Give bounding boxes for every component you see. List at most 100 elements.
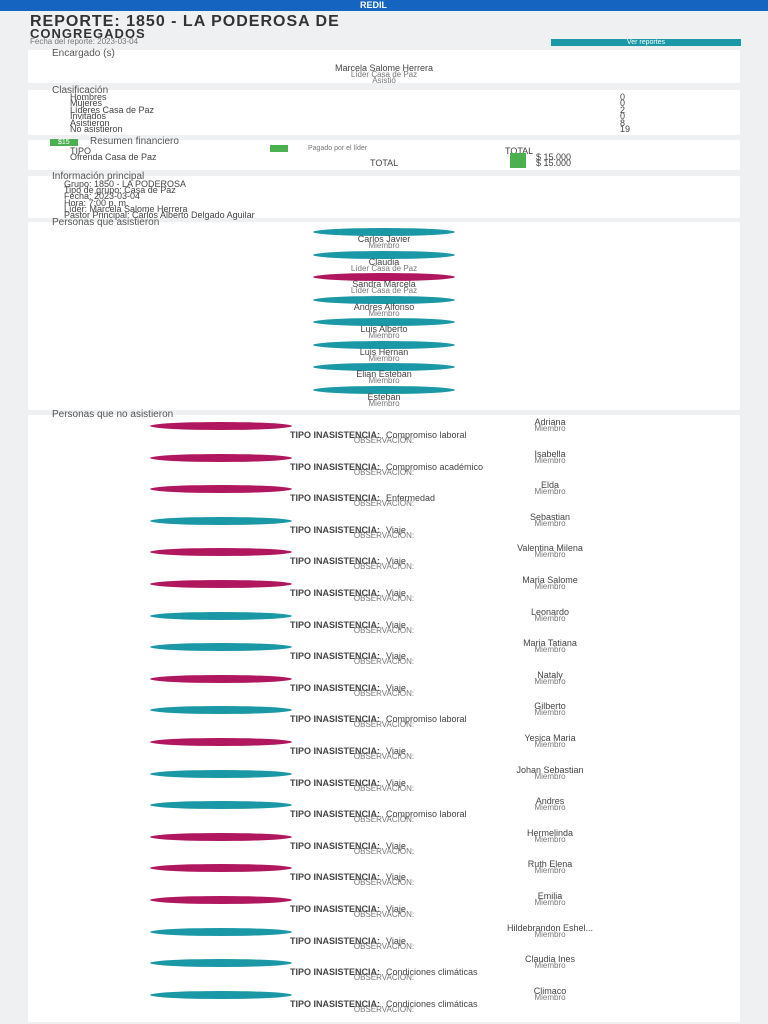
absence-type-label: TIPO INASISTENCIA: — [289, 872, 380, 883]
absence-type: Viaje — [386, 746, 406, 756]
person-name: Maria Tatiana — [523, 638, 577, 649]
observation-label: OBSERVACIÓN: — [353, 499, 415, 509]
person-role: Miembro — [534, 866, 566, 876]
person-role: Miembro — [534, 803, 566, 813]
section-heading: Encargado (s) — [52, 48, 115, 59]
avatar — [150, 674, 292, 683]
person-role: Miembro — [534, 550, 566, 560]
absence-type: Compromiso laboral — [386, 714, 467, 725]
person-name: Sebastian — [529, 511, 571, 522]
observation-label: OBSERVACIÓN: — [353, 657, 415, 667]
class-value: 0 — [620, 111, 626, 122]
person-name: Claudia Ines — [524, 954, 576, 965]
person-name: Valentina Milena — [517, 543, 583, 554]
person-role: Miembro — [368, 308, 400, 318]
person-name: Johan Sebastian — [516, 764, 584, 775]
finance-card — [28, 140, 740, 170]
observation-label: OBSERVACIÓN: — [353, 562, 415, 572]
person-name: Elda — [540, 480, 559, 491]
observation-label: OBSERVACIÓN: — [353, 910, 415, 919]
fin-total-label: TOTAL — [370, 158, 399, 168]
person-role: Miembro — [534, 455, 566, 465]
observation-label: OBSERVACIÓN: — [353, 783, 415, 793]
observation-label: OBSERVACIÓN: — [353, 846, 415, 856]
section-heading: Resumen financiero — [90, 136, 179, 147]
class-value: 0 — [620, 98, 626, 109]
observation-label: OBSERVACIÓN: — [353, 941, 415, 951]
absence-type-label: TIPO INASISTENCIA: — [289, 967, 380, 978]
leader-card — [28, 50, 740, 83]
avatar — [313, 273, 455, 281]
person-name: Sandra Marcela — [352, 279, 416, 289]
info-card — [28, 176, 740, 218]
info-row: Líder: Marcela Salome Herrera — [64, 203, 188, 214]
avatar — [150, 990, 292, 999]
absence-type-label: TIPO INASISTENCIA: — [289, 588, 380, 598]
observation-label: OBSERVACIÓN: — [353, 752, 415, 761]
person-role: Miembro — [534, 992, 566, 1002]
absence-type: Condiciones climáticas — [386, 998, 478, 1009]
person-role: Miembro — [534, 613, 566, 623]
person-name: Leonardo — [530, 606, 570, 617]
observation-label: OBSERVACIÓN: — [353, 815, 415, 825]
person-role: Miembro — [534, 487, 566, 497]
person-role: Miembro — [534, 834, 566, 844]
report-title: CONGREGADOS — [30, 26, 146, 41]
person-name: Esteban — [367, 391, 401, 402]
class-label: Asistieron — [70, 117, 110, 128]
absence-type-label: TIPO INASISTENCIA: — [289, 714, 380, 725]
person-name: Maria Salome — [522, 575, 578, 585]
class-value: 0 — [620, 92, 626, 102]
avatar — [150, 706, 292, 715]
avatar — [313, 250, 455, 259]
section-heading: Información principal — [52, 171, 145, 182]
col-head: TOTAL — [505, 146, 534, 156]
person-role: Miembro — [534, 518, 566, 528]
avatar — [313, 295, 455, 304]
absence-type: Viaje — [386, 588, 406, 598]
observation-label: OBSERVACIÓN: — [353, 688, 415, 698]
paid-badge: Pagado por el líder — [270, 145, 367, 152]
person-name: Hermelinda — [526, 827, 574, 838]
fin-total: $ 15.000 — [510, 159, 571, 168]
absence-type: Compromiso académico — [386, 461, 484, 472]
person-role: Miembro — [534, 771, 566, 781]
avatar — [150, 959, 292, 968]
avatar — [150, 801, 292, 810]
person-role: Miembro — [534, 676, 566, 686]
absence-type-label: TIPO INASISTENCIA: — [289, 777, 380, 788]
absence-type-label: TIPO INASISTENCIA: — [289, 461, 380, 472]
absence-type: Condiciones climáticas — [386, 967, 478, 978]
avatar — [313, 363, 455, 371]
absence-type-label: TIPO INASISTENCIA: — [289, 524, 380, 535]
report-title: REPORTE: 1850 - LA PODEROSA DE — [30, 13, 340, 30]
leader-role: Líder Casa de Paz — [350, 70, 418, 79]
person-role: Miembro — [368, 353, 400, 363]
person-role: Miembro — [368, 241, 400, 250]
avatar — [150, 422, 292, 430]
person-role: Miembro — [534, 961, 566, 971]
reports-button[interactable]: Ver reportes — [551, 39, 741, 46]
avatar — [313, 385, 455, 394]
avatar — [313, 228, 455, 236]
absence-type-label: TIPO INASISTENCIA: — [289, 619, 380, 630]
absence-type-label: TIPO INASISTENCIA: — [289, 840, 380, 851]
section-heading: Personas que asistieron — [52, 217, 160, 228]
person-name: Yesica Maria — [524, 733, 576, 743]
absence-type-label: TIPO INASISTENCIA: — [289, 809, 380, 820]
person-name: Emilia — [537, 891, 563, 901]
absence-type: Viaje — [386, 904, 406, 914]
avatar — [150, 769, 292, 778]
avatar — [150, 485, 292, 494]
person-name: Elian Esteban — [356, 369, 412, 379]
avatar — [150, 896, 292, 904]
absence-type: Viaje — [386, 872, 406, 883]
person-role: Miembro — [534, 740, 566, 749]
absence-type-label: TIPO INASISTENCIA: — [289, 746, 380, 756]
observation-label: OBSERVACIÓN: — [353, 436, 415, 445]
top-bar — [0, 0, 768, 11]
person-name: Andres — [535, 796, 565, 807]
class-label: Hombres — [70, 92, 107, 102]
person-name: Gilberto — [534, 701, 566, 712]
info-row: Grupo: 1850 - LA PODEROSA — [64, 179, 187, 189]
